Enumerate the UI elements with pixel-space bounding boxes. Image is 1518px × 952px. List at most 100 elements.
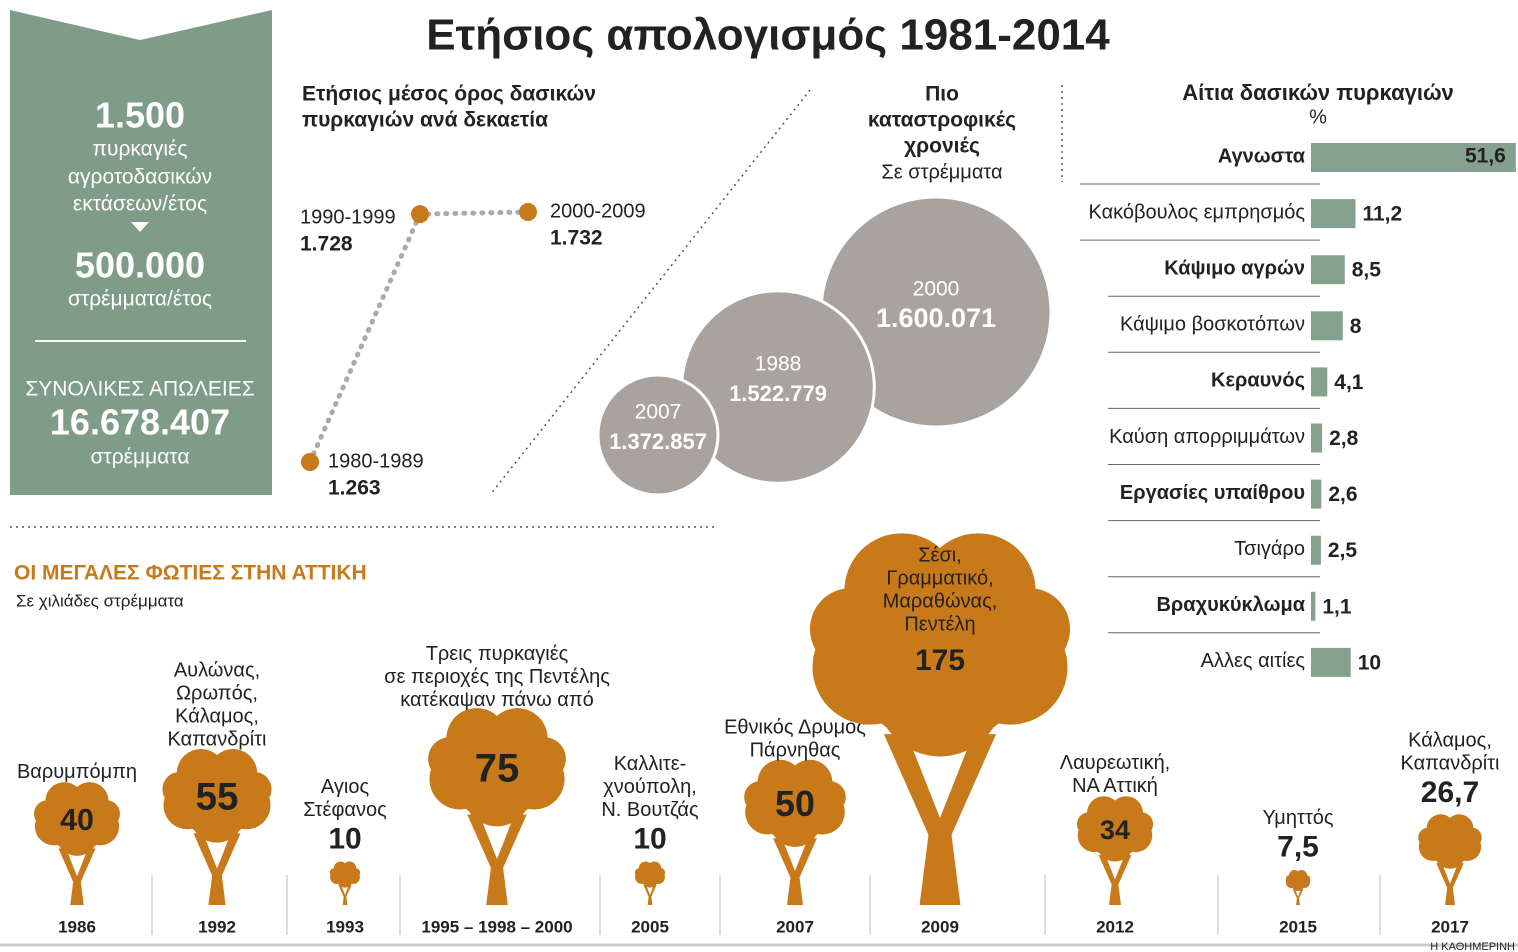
- year-label: 2009: [921, 917, 959, 936]
- tree-crown: [744, 759, 846, 847]
- tree-crown: [162, 748, 272, 843]
- place-label: χνούπολη,: [603, 776, 697, 798]
- category-label: Αλλες αιτίες: [1201, 650, 1306, 672]
- place-label: Καπανδρίτι: [167, 729, 266, 751]
- tree-trunk: [467, 814, 527, 905]
- summary-panel: [10, 10, 272, 495]
- tree-trunk: [773, 838, 817, 905]
- bar: [1311, 311, 1343, 341]
- unit-label: %: [1309, 106, 1327, 128]
- bar: [1311, 535, 1321, 565]
- value-label: 1.522.779: [729, 381, 827, 406]
- value-label: 55: [196, 775, 239, 818]
- point-label: 1980-1989: [328, 450, 424, 472]
- tree-trunk: [338, 885, 352, 905]
- summary-value: 16.678.407: [50, 402, 230, 443]
- tree-trunk: [1098, 855, 1132, 905]
- place-label: Βαρυμπόμπη: [17, 761, 137, 783]
- tree-crown: [428, 708, 566, 827]
- value-label: 1.600.071: [876, 303, 996, 333]
- place-label: Μαραθώνας,: [883, 590, 998, 612]
- place-label: Ωρωπός,: [176, 683, 258, 705]
- tree-trunk: [1436, 863, 1464, 905]
- year-label: 2005: [631, 917, 669, 936]
- summary-value: 1.500: [95, 95, 185, 136]
- value-label: 8,5: [1352, 259, 1382, 282]
- chart-title: Αίτια δασικών πυρκαγιών: [1182, 80, 1454, 105]
- bar: [1311, 423, 1323, 453]
- year-label: 1992: [198, 917, 236, 936]
- value-label: 1,1: [1322, 595, 1352, 618]
- tree-trunk: [193, 833, 241, 905]
- tree-trunk: [883, 734, 997, 905]
- category-label: Κακόβουλος εμπρησμός: [1089, 201, 1306, 223]
- footer: Η ΚΑΘΗΜΕΡΙΝΗ: [1430, 941, 1515, 952]
- bar: [1311, 367, 1328, 397]
- value-label: 1.263: [328, 477, 381, 500]
- point: [411, 205, 429, 224]
- summary-text: στρέμματα: [90, 446, 189, 469]
- year-label: 2017: [1431, 917, 1469, 936]
- tree-trunk: [1292, 888, 1304, 905]
- arrow: [131, 222, 149, 232]
- year-label: 2007: [776, 917, 814, 936]
- point: [301, 453, 319, 471]
- bubble-label: 2000: [913, 278, 960, 301]
- chart-title: ΟΙ ΜΕΓΑΛΕΣ ΦΩΤΙΕΣ ΣΤΗΝ ΑΤΤΙΚΗ: [14, 562, 367, 585]
- summary-text: εκτάσεων/έτος: [73, 193, 207, 216]
- value-label: 10: [633, 822, 666, 855]
- value-label: 8: [1350, 315, 1362, 338]
- chart-title: Πιο: [925, 83, 959, 106]
- value-label: 2,8: [1329, 427, 1359, 450]
- place-label: Καπανδρίτι: [1400, 753, 1499, 775]
- bar: [1311, 143, 1516, 172]
- point: [519, 203, 537, 221]
- category-label: Εργασίες υπαίθρου: [1120, 482, 1305, 504]
- bar: [1311, 591, 1316, 621]
- bubble-label: 2007: [635, 401, 682, 424]
- value-label: 7,5: [1277, 831, 1319, 864]
- place-label: Εθνικός Δρυμός: [724, 716, 866, 738]
- place-label: Ν. Βουτζάς: [601, 799, 699, 821]
- value-label: 10: [1358, 651, 1381, 674]
- summary-text: στρέμματα/έτος: [68, 288, 212, 311]
- tree-crown: [1285, 869, 1311, 892]
- place-label: Γραμματικό,: [886, 567, 993, 589]
- tree-crown: [34, 782, 120, 856]
- category-label: Καύση απορριμμάτων: [1109, 426, 1305, 448]
- value-label: 40: [60, 804, 94, 837]
- value-label: 1.728: [300, 233, 353, 256]
- bubble-label: 1988: [755, 353, 802, 376]
- summary-text: αγροτοδασικών: [68, 166, 212, 189]
- tree-crown: [329, 861, 361, 888]
- separator: [489, 89, 811, 496]
- tree-crown: [634, 861, 666, 888]
- chart-title: Ετήσιος μέσος όρος δασικών: [302, 83, 596, 106]
- place-label: Πεντέλη: [904, 613, 975, 635]
- value-label: 10: [328, 822, 361, 855]
- value-label: 4,1: [1334, 371, 1364, 394]
- year-label: 2015: [1279, 917, 1317, 936]
- category-label: Κεραυνός: [1211, 370, 1305, 392]
- value-label: 51,6: [1465, 145, 1506, 168]
- bar: [1311, 255, 1345, 285]
- summary-value: 500.000: [75, 245, 205, 286]
- chart-title: πυρκαγιών ανά δεκαετία: [302, 109, 548, 132]
- value-label: 50: [775, 784, 815, 824]
- value-label: 1.732: [550, 227, 603, 250]
- place-label: Στέφανος: [303, 799, 387, 821]
- value-label: 2,6: [1328, 483, 1357, 506]
- year-label: 1995 – 1998 – 2000: [421, 917, 572, 936]
- bar: [1311, 199, 1356, 229]
- place-label: Σέσι,: [918, 544, 962, 566]
- category-label: Κάψιμο βοσκοτόπων: [1120, 314, 1305, 336]
- category-label: Τσιγάρο: [1234, 538, 1305, 560]
- point-label: 2000-2009: [550, 200, 646, 222]
- tree-trunk: [643, 885, 657, 905]
- place-label: Αγιος: [321, 776, 370, 798]
- chart-title: χρονιές: [904, 135, 980, 158]
- chart-subtitle: Σε χιλιάδες στρέμματα: [16, 591, 184, 610]
- value-label: 2,5: [1328, 539, 1358, 562]
- chart-title: καταστροφικές: [868, 109, 1016, 132]
